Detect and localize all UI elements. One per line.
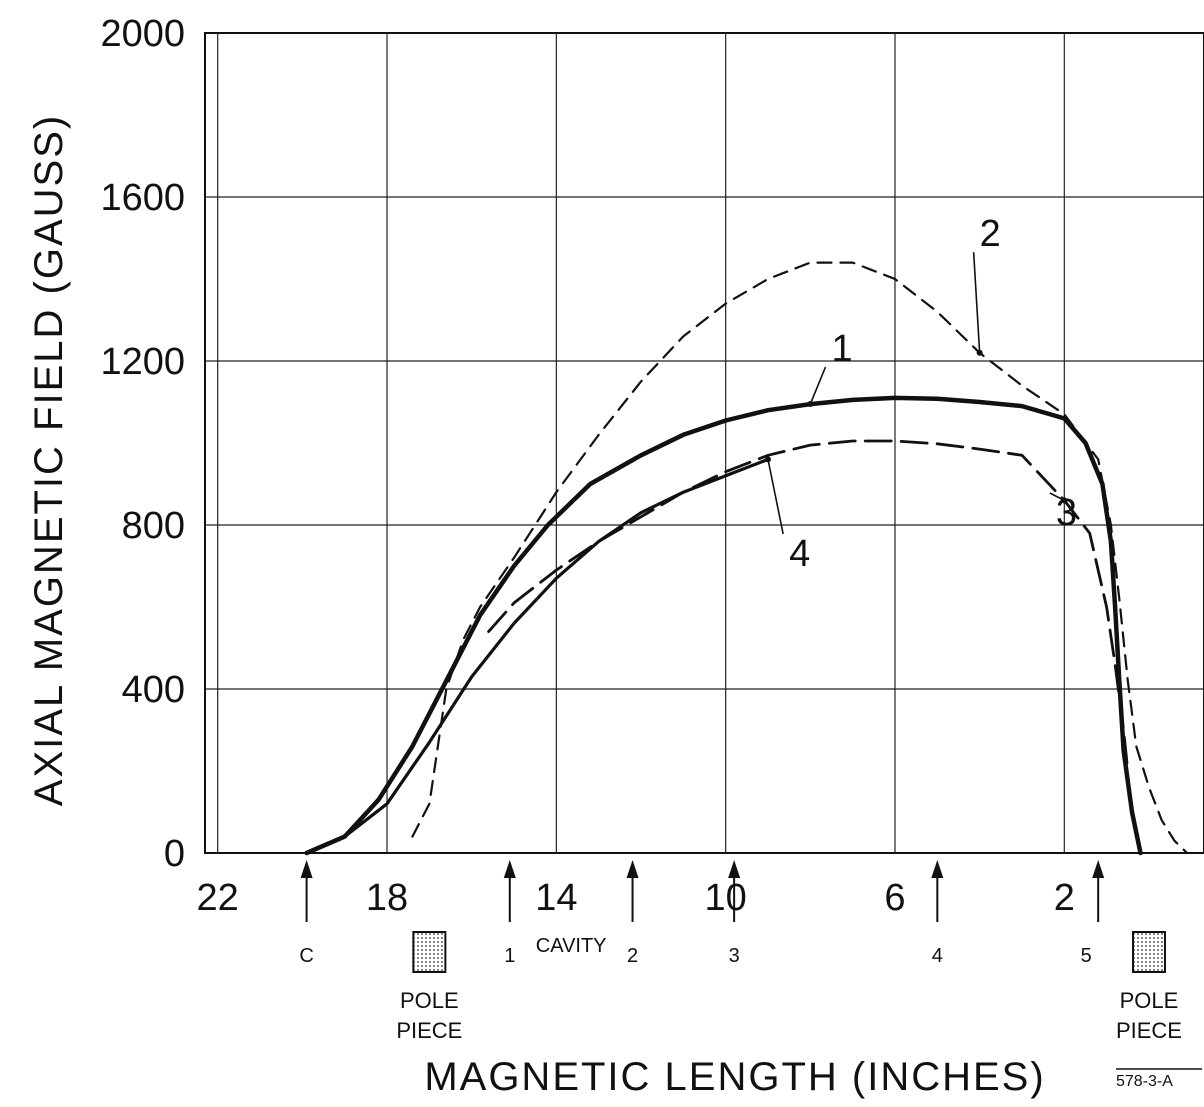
marker-arrowhead-4 — [931, 860, 944, 878]
series-4-line — [305, 457, 770, 855]
marker-arrowhead-5 — [1092, 860, 1105, 878]
cavity-label: CAVITY — [536, 935, 607, 957]
marker-arrowhead-2 — [626, 860, 639, 878]
plot-frame — [204, 32, 1204, 854]
callout-arrowhead-2 — [976, 349, 983, 356]
series-1-line — [304, 395, 1143, 856]
figure-id: 578-3-A — [1116, 1073, 1173, 1090]
pole-label-bottom: PIECE — [396, 1018, 462, 1043]
series-label-1: 1 — [831, 328, 852, 370]
y-tick-label: 1600 — [100, 177, 185, 219]
y-tick-label: 0 — [164, 833, 185, 875]
y-tick-label: 400 — [122, 669, 185, 711]
x-tick-label: 2 — [1054, 877, 1075, 919]
callout-arrowhead-1 — [807, 401, 814, 408]
callout-pointer-2 — [972, 252, 981, 353]
pole-label-top: POLE — [1120, 988, 1179, 1013]
pole-label-top: POLE — [400, 988, 459, 1013]
y-axis-label: AXIAL MAGNETIC FIELD (GAUSS) — [27, 114, 71, 806]
position-markers: C 1 2 3 4 5 CAVITY — [299, 860, 1105, 967]
y-tick-label: 1200 — [100, 341, 185, 383]
y-axis-ticks: 0 400 800 1200 1600 2000 — [100, 13, 185, 875]
marker-label-0: C — [299, 945, 313, 967]
series-2-line — [411, 261, 1189, 855]
y-tick-label: 2000 — [100, 13, 185, 55]
callout-pointer-1 — [809, 366, 827, 405]
callout-arrowhead-4 — [764, 456, 771, 463]
series-label-2: 2 — [980, 213, 1001, 255]
x-axis-label: MAGNETIC LENGTH (INCHES) — [424, 1055, 1045, 1099]
series-label-4: 4 — [789, 533, 810, 575]
marker-label-2: 2 — [627, 945, 638, 967]
x-tick-label: 6 — [884, 877, 905, 919]
series-layer — [304, 261, 1189, 856]
pole-pieces: POLE PIECE POLE PIECE — [396, 931, 1182, 1043]
marker-label-4: 4 — [932, 945, 943, 967]
grid — [205, 33, 1204, 853]
callout-pointer-4 — [767, 459, 784, 535]
marker-label-1: 1 — [504, 945, 515, 967]
series-callouts: 1 2 3 4 — [764, 213, 1077, 575]
x-tick-label: 14 — [535, 877, 577, 919]
marker-arrowhead-1 — [503, 860, 516, 878]
pole-piece-icon — [1131, 931, 1166, 973]
x-tick-label: 22 — [197, 877, 239, 919]
x-axis-ticks: 22 18 14 10 6 2 — [197, 877, 1075, 919]
y-tick-label: 800 — [122, 505, 185, 547]
pole-piece-icon — [412, 931, 447, 973]
x-tick-label: 18 — [366, 877, 408, 919]
series-label-3: 3 — [1056, 492, 1077, 534]
marker-label-3: 3 — [729, 945, 740, 967]
marker-arrowhead-0 — [300, 860, 313, 878]
x-tick-label: 10 — [705, 877, 747, 919]
marker-label-5: 5 — [1081, 945, 1092, 967]
pole-label-bottom: PIECE — [1116, 1018, 1182, 1043]
marker-arrowhead-3 — [728, 860, 741, 878]
callout-arrowhead-3 — [1061, 497, 1068, 504]
